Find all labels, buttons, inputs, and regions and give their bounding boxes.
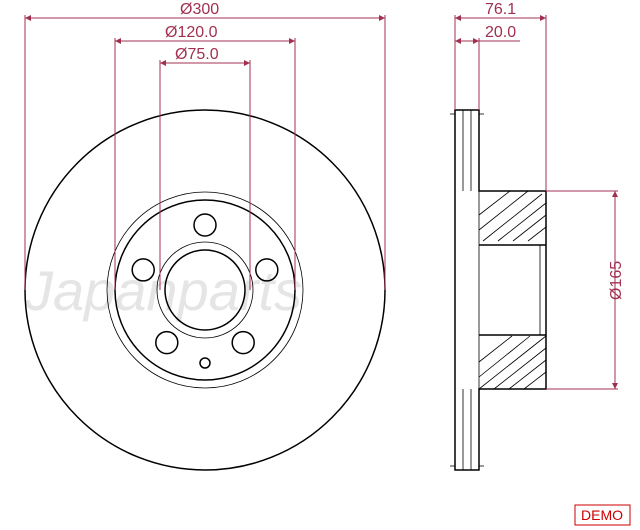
svg-text:Ø300: Ø300 — [180, 1, 219, 18]
demo-badge: DEMO — [575, 505, 630, 525]
side-view — [450, 110, 546, 470]
svg-text:DEMO: DEMO — [581, 507, 623, 523]
svg-text:Ø120.0: Ø120.0 — [165, 24, 218, 41]
dim-d165: Ø165 — [546, 191, 625, 389]
svg-text:76.1: 76.1 — [485, 1, 516, 18]
hatch-top — [479, 191, 546, 241]
hatch-bottom — [479, 336, 546, 389]
svg-text:20.0: 20.0 — [485, 24, 516, 41]
technical-drawing: Japanparts — [0, 0, 640, 530]
dim-w20: 20.0 — [455, 24, 520, 110]
svg-text:Ø75.0: Ø75.0 — [175, 46, 219, 63]
svg-text:Ø165: Ø165 — [608, 261, 625, 300]
dim-d300: Ø300 — [25, 1, 385, 290]
